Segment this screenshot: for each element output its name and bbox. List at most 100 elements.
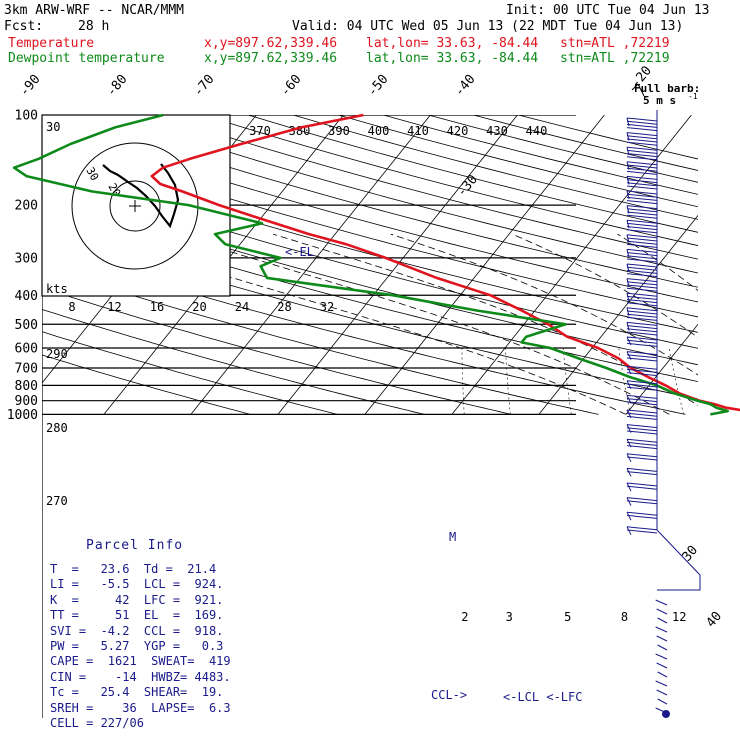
wind-barb xyxy=(626,229,658,234)
wind-barb-shaft xyxy=(626,132,630,141)
wind-barb xyxy=(626,185,658,190)
wind-barb xyxy=(626,175,658,180)
theta-label: 370 xyxy=(249,124,271,138)
wind-barb xyxy=(626,211,658,216)
wind-barb xyxy=(626,117,658,122)
mixing-ratio-line xyxy=(562,347,572,415)
theta-label: 400 xyxy=(368,124,390,138)
isotherm-label: -30 xyxy=(454,172,481,200)
isotherm-label: -80 xyxy=(104,72,131,100)
wind-barb xyxy=(626,182,658,187)
mixing-ratio-line xyxy=(735,348,740,414)
wind-barb xyxy=(626,365,658,370)
wind-barb-shaft xyxy=(626,497,632,506)
hodograph-speed-label: 28 xyxy=(277,300,291,314)
moist-adiabat xyxy=(617,233,698,291)
theta-label: 430 xyxy=(486,124,508,138)
mixing-ratio-label: 2 xyxy=(461,610,468,624)
pressure-tick-label: 1000 xyxy=(7,408,38,423)
parcel-info-row: SVI = -4.2 CCL = 918. xyxy=(50,623,224,638)
wind-barb xyxy=(626,214,658,219)
wind-barb-surface xyxy=(662,710,670,718)
dewpoint-station: stn=ATL ,72219 xyxy=(560,51,670,66)
wind-barb xyxy=(626,153,658,158)
wind-barb-shaft xyxy=(626,453,632,463)
wind-barb xyxy=(626,453,658,458)
isotherm-line xyxy=(538,214,698,415)
pressure-tick-label: 100 xyxy=(15,109,38,124)
theta-label: 420 xyxy=(447,124,469,138)
isotherm-line xyxy=(277,115,518,415)
dry-adiabat xyxy=(42,121,698,303)
wind-barb xyxy=(626,269,658,274)
wind-barb xyxy=(626,467,658,472)
pressure-tick-label: 200 xyxy=(15,199,38,214)
wind-barb xyxy=(626,146,658,151)
wind-barb xyxy=(626,132,658,137)
dewpoint-profile xyxy=(12,113,730,416)
wind-barb xyxy=(626,316,658,321)
wind-barb xyxy=(626,511,658,516)
hodograph-speed-label: 8 xyxy=(68,300,75,314)
parcel-info-title: Parcel Info xyxy=(86,538,184,553)
wind-barb xyxy=(626,248,658,253)
wind-barb-shaft xyxy=(626,176,630,185)
isotherm-line xyxy=(364,115,605,415)
wind-barb-shaft xyxy=(626,526,632,536)
wind-barb xyxy=(626,135,658,140)
moist-adiabat xyxy=(173,233,670,415)
wind-barb-low xyxy=(656,662,668,669)
mixing-ratio-line xyxy=(505,347,511,415)
wind-barb xyxy=(626,258,658,263)
isotherm-line xyxy=(713,115,740,414)
wind-barb-shaft xyxy=(626,278,630,287)
dry-adiabat xyxy=(428,115,698,183)
wind-barb xyxy=(626,415,658,420)
wind-barb xyxy=(626,430,658,435)
dry-adiabat xyxy=(68,115,698,288)
wind-barb xyxy=(626,149,658,154)
parcel-info-row: CAPE = 1621 SWEAT= 419 xyxy=(50,654,231,669)
moist-adiabat xyxy=(390,233,698,376)
wind-barb-low xyxy=(656,689,668,696)
wind-barb xyxy=(626,529,658,534)
wind-barb xyxy=(626,179,658,184)
theta-side-label: 270 xyxy=(46,494,68,508)
temperature-latlon: lat,lon= 33.63, -84.44 xyxy=(366,36,539,51)
lcl-lfc-marker: <-LCL <-LFC xyxy=(503,690,582,704)
wind-legend-barb xyxy=(631,83,639,91)
wind-barb xyxy=(626,278,658,283)
mixing-ratio-label: 8 xyxy=(621,610,628,624)
temperature-station: stn=ATL ,72219 xyxy=(560,36,670,51)
wind-barb xyxy=(626,287,658,292)
init-time: Init: 00 UTC Tue 04 Jun 13 xyxy=(506,3,710,18)
wind-barb-shaft xyxy=(626,380,632,390)
wind-barb-low xyxy=(657,671,668,678)
hodograph-ring-inner xyxy=(109,180,161,232)
dry-adiabat xyxy=(338,115,698,208)
wind-barb xyxy=(626,438,658,443)
wind-barb xyxy=(626,196,658,201)
wind-barb xyxy=(626,138,658,143)
wind-barb-shaft xyxy=(626,511,632,521)
theta-side-label: 280 xyxy=(46,421,68,435)
temperature-xy: x,y=897.62,339.46 xyxy=(204,36,338,51)
wind-barb-shaft xyxy=(626,395,632,404)
parcel-info-row: Tc = 25.4 SHEAR= 19. xyxy=(50,685,224,700)
wind-barb-shaft xyxy=(626,424,632,433)
hodograph-speed-label: 20 xyxy=(192,300,206,314)
wind-barb xyxy=(626,170,658,175)
parcel-info-row: SREH = 36 LAPSE= 6.3 xyxy=(50,700,231,715)
wind-barb xyxy=(626,325,658,330)
parcel-info-panel: Parcel Info T = 23.6 Td = 21.4 LI = -5.5… xyxy=(46,538,242,738)
isotherm-line xyxy=(625,323,698,415)
wind-barb-shaft xyxy=(626,147,630,156)
wind-barb xyxy=(626,310,658,315)
wind-barb-shaft xyxy=(626,190,630,200)
wind-barb xyxy=(626,514,658,519)
mixing-ratio-label: 3 xyxy=(506,610,513,624)
wind-barb xyxy=(626,292,658,297)
forecast-label: Fcst: xyxy=(4,19,44,34)
wind-barb xyxy=(626,266,658,271)
